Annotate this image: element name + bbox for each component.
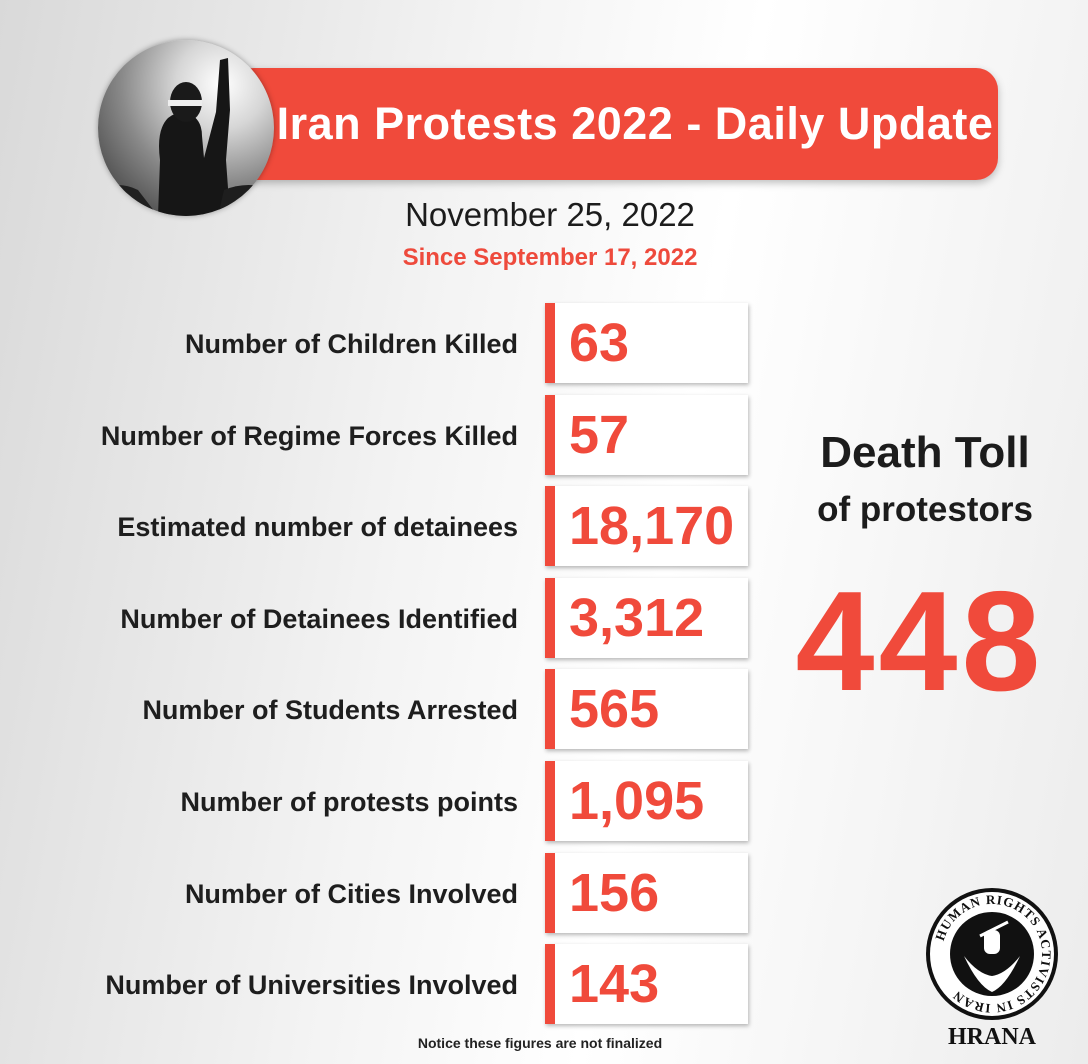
stat-value-box: 57 — [545, 394, 748, 475]
notice-text: Notice these figures are not finalized — [417, 1035, 663, 1051]
title-banner: Iran Protests 2022 - Daily Update — [232, 68, 998, 180]
stat-row-detainees-identified: Number of Detainees Identified 3,312 — [0, 577, 760, 660]
since-date: Since September 17, 2022 — [402, 244, 698, 271]
stat-value: 3,312 — [569, 587, 705, 648]
stat-label: Number of Children Killed — [184, 329, 518, 359]
stat-label: Number of protests points — [180, 786, 518, 817]
stat-value: 143 — [569, 954, 660, 1015]
stat-value-box: 63 — [545, 303, 748, 383]
hrana-logo-icon: HUMAN RIGHTS ACTIVISTS IN IRAN — [924, 886, 1060, 1022]
protest-photo — [98, 40, 274, 216]
stat-value-box: 565 — [545, 669, 748, 750]
stat-label: Number of Students Arrested — [142, 695, 518, 726]
death-toll-value: 448 — [795, 562, 1045, 721]
stat-row-universities-involved: Number of Universities Involved 143 — [0, 944, 760, 1026]
stat-label: Number of Regime Forces Killed — [100, 420, 518, 451]
stat-row-students-arrested: Number of Students Arrested 565 — [0, 669, 760, 751]
stat-row-estimated-detainees: Estimated number of detainees 18,170 — [0, 486, 760, 568]
stat-value-box: 1,095 — [545, 760, 748, 841]
stat-value: 63 — [569, 313, 630, 373]
stat-row-protest-points: Number of protests points 1,095 — [0, 760, 760, 843]
stat-value: 156 — [569, 862, 660, 923]
stat-value: 57 — [569, 404, 630, 465]
stat-value-box: 18,170 — [545, 486, 748, 567]
stat-row-children-killed: Number of Children Killed 63 — [0, 303, 760, 385]
stats-list: Number of Children Killed 63 Number of R… — [0, 303, 760, 1036]
stat-value: 18,170 — [569, 496, 735, 557]
logo-name: HRANA — [948, 1024, 1036, 1050]
stat-label: Number of Universities Involved — [105, 970, 518, 1001]
stat-row-regime-forces-killed: Number of Regime Forces Killed 57 — [0, 394, 760, 477]
stat-row-cities-involved: Number of Cities Involved 156 — [0, 852, 760, 935]
page-title: Iran Protests 2022 - Daily Update — [276, 98, 994, 149]
stat-label: Estimated number of detainees — [117, 512, 518, 543]
stat-label: Number of Detainees Identified — [120, 603, 518, 634]
stat-value: 1,095 — [569, 770, 705, 831]
stat-value-box: 143 — [545, 944, 748, 1025]
report-date: November 25, 2022 — [405, 196, 695, 233]
stat-value-box: 3,312 — [545, 577, 748, 658]
stat-value: 565 — [569, 679, 660, 740]
stat-label: Number of Cities Involved — [184, 878, 518, 909]
stat-value-box: 156 — [545, 852, 748, 933]
death-toll-subtitle: of protestors — [817, 490, 1033, 529]
death-toll-title: Death Toll — [820, 428, 1030, 477]
